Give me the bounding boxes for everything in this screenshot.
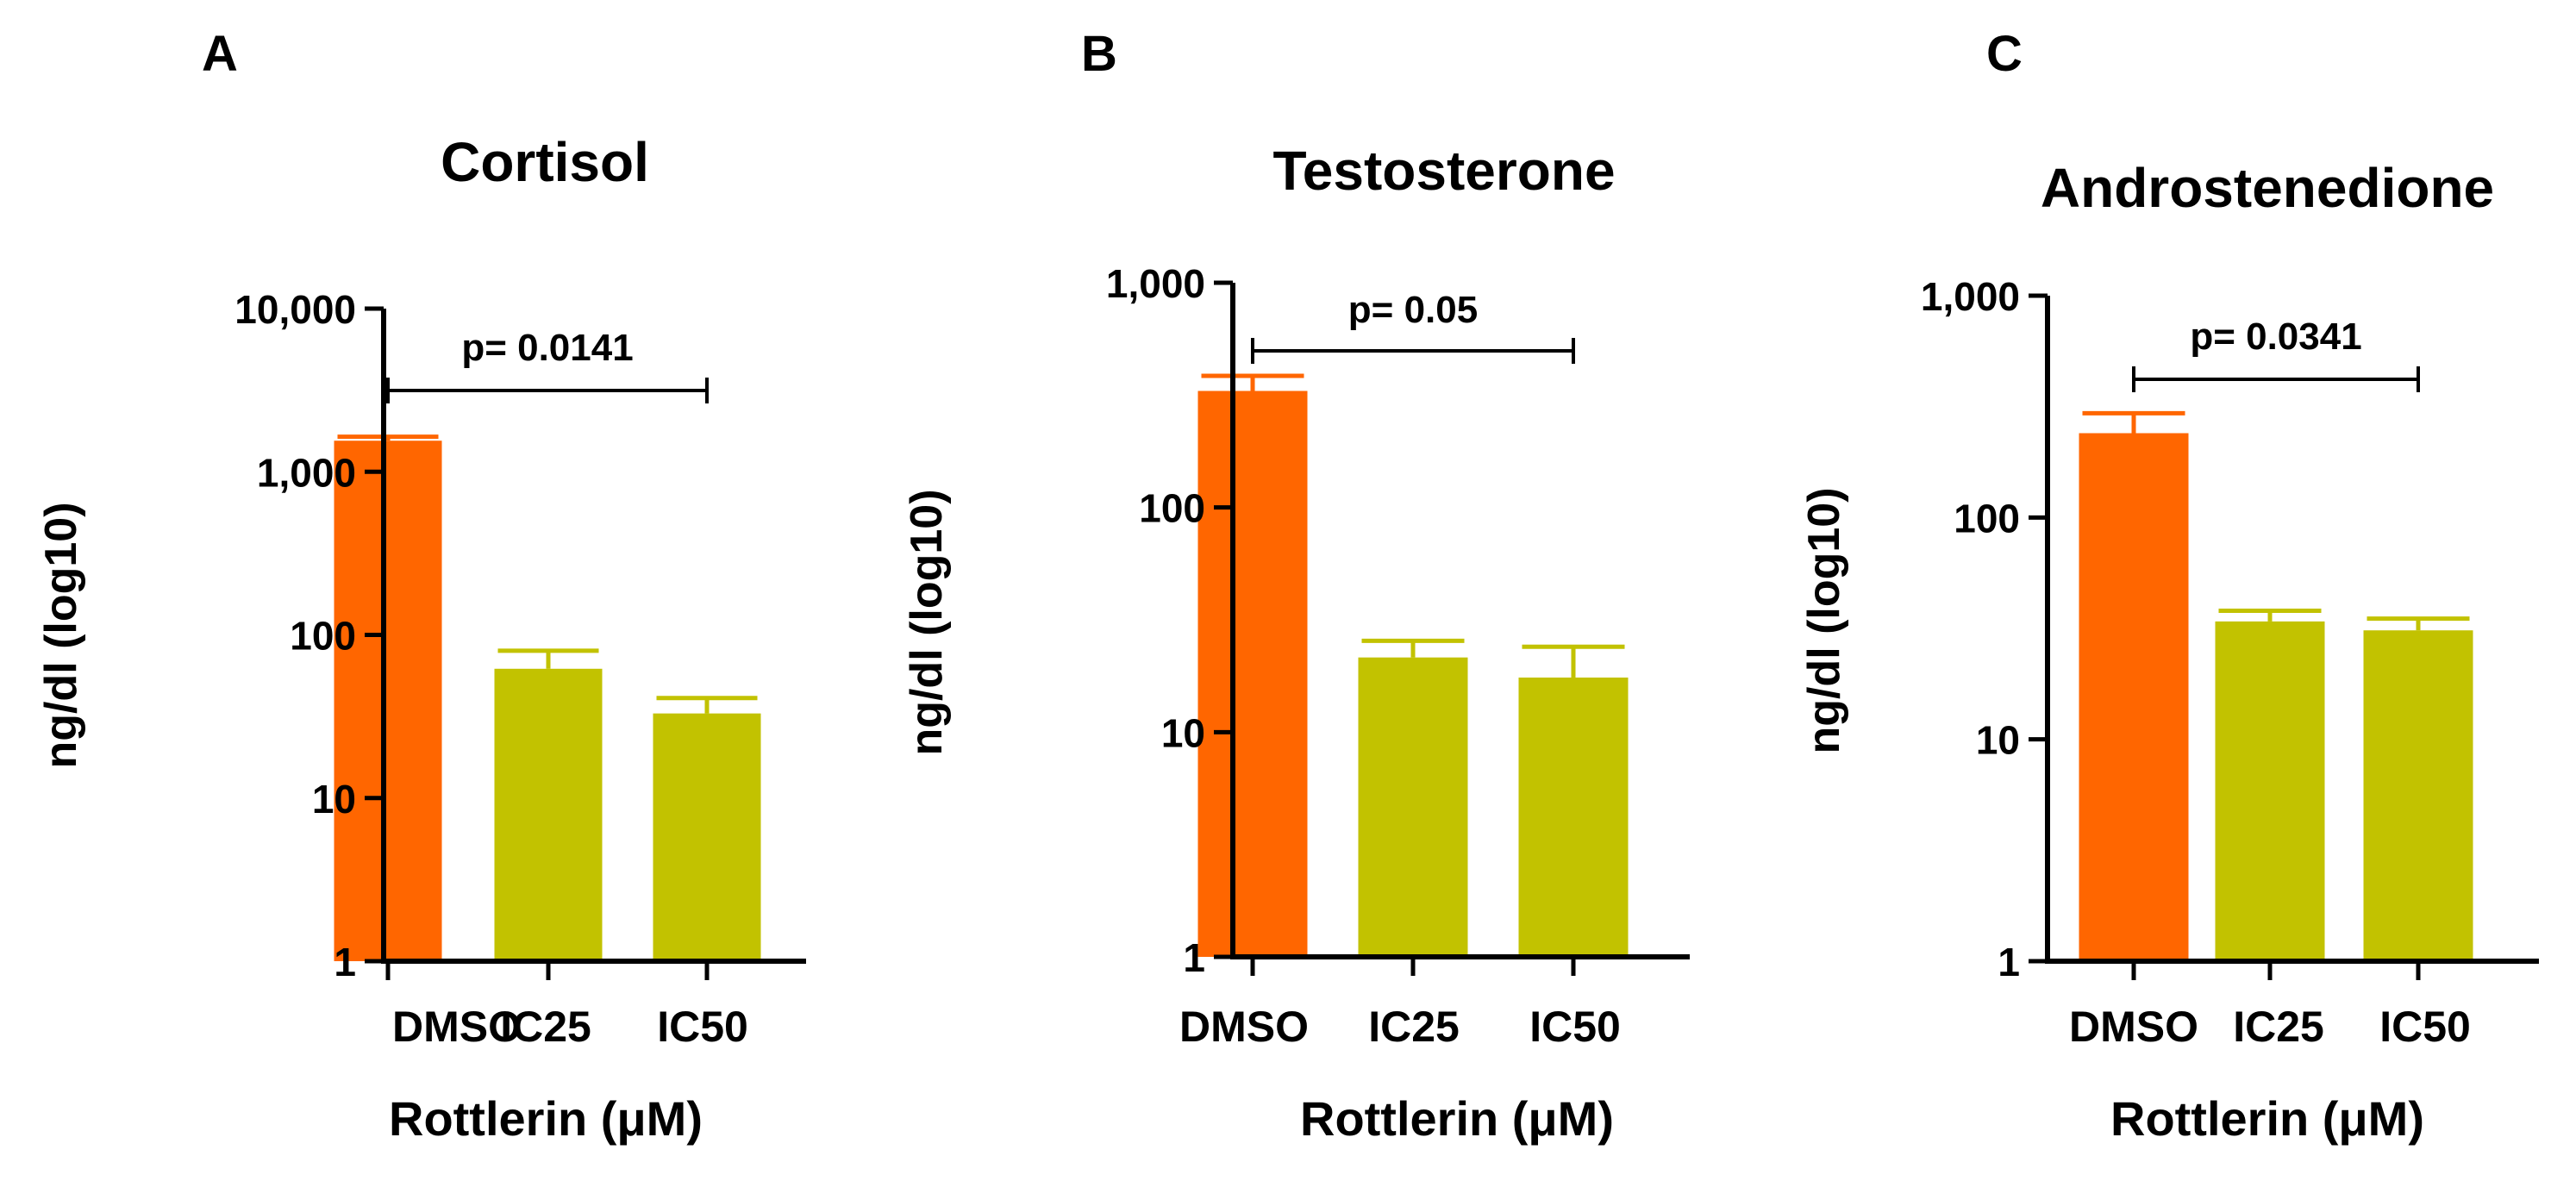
y-tick-label: 1 — [1998, 940, 2020, 984]
x-tick-label-dmso: DMSO — [392, 1003, 522, 1051]
significance-label: p= 0.0141 — [461, 327, 633, 369]
y-tick-label: 1,000 — [1921, 274, 2020, 319]
y-tick-label: 100 — [290, 614, 356, 659]
bar-ic25 — [2215, 621, 2325, 961]
y-tick-label: 1 — [334, 940, 356, 984]
significance-label: p= 0.05 — [1348, 289, 1478, 331]
chart-panel-b: B Testosterone 1 10 100 1,000 DMSO IC25 IC50 ng/d… — [902, 26, 1690, 1146]
bar-dmso — [334, 441, 442, 961]
panel-letter: C — [1986, 26, 2023, 82]
panel-letter: A — [202, 26, 238, 82]
x-tick-label-dmso: DMSO — [2069, 1003, 2198, 1051]
x-axis-label: Rottlerin (μM) — [389, 1091, 703, 1146]
bar-ic50 — [1518, 677, 1629, 957]
y-tick-label: 100 — [1954, 496, 2020, 541]
x-axis-label: Rottlerin (μM) — [2110, 1091, 2424, 1146]
significance-label: p= 0.0341 — [2190, 316, 2361, 358]
panel-letter: B — [1081, 26, 1117, 82]
y-axis-label: ng/dl (log10) — [902, 489, 952, 755]
x-axis-label: Rottlerin (μM) — [1300, 1091, 1614, 1146]
y-tick-label: 10 — [1976, 718, 2020, 763]
y-tick-label: 1 — [1183, 935, 1205, 980]
x-tick-label-ic50: IC50 — [657, 1003, 748, 1051]
y-tick-label: 1,000 — [1106, 261, 1205, 306]
chart-title: Androstenedione — [2041, 157, 2494, 219]
x-tick-label-ic50: IC50 — [2379, 1003, 2471, 1051]
bar-ic25 — [494, 668, 603, 961]
x-tick-label-ic25: IC25 — [500, 1003, 591, 1051]
bar-dmso — [1197, 391, 1308, 958]
bar-ic25 — [1358, 657, 1468, 957]
y-tick-label: 10 — [312, 777, 356, 822]
bar-ic50 — [2363, 630, 2473, 961]
y-axis-label: ng/dl (log10) — [36, 502, 86, 768]
x-tick-label-ic50: IC50 — [1529, 1003, 1621, 1051]
bar-dmso — [2079, 433, 2189, 961]
x-tick-label-dmso: DMSO — [1179, 1003, 1309, 1051]
x-tick-label-ic25: IC25 — [2233, 1003, 2324, 1051]
y-tick-label: 1,000 — [257, 450, 356, 495]
bar-ic50 — [653, 713, 761, 961]
chart-title: Testosterone — [1272, 140, 1615, 202]
x-tick-label-ic25: IC25 — [1368, 1003, 1460, 1051]
chart-title: Cortisol — [441, 131, 649, 193]
y-tick-label: 10,000 — [234, 287, 356, 332]
y-tick-label: 100 — [1139, 486, 1205, 531]
chart-panel-c: C Androstenedione 1 10 100 1,000 DMSO IC25 IC50 n… — [1799, 26, 2539, 1146]
y-tick-label: 10 — [1161, 710, 1205, 755]
y-axis-label: ng/dl (log10) — [1799, 487, 1849, 753]
